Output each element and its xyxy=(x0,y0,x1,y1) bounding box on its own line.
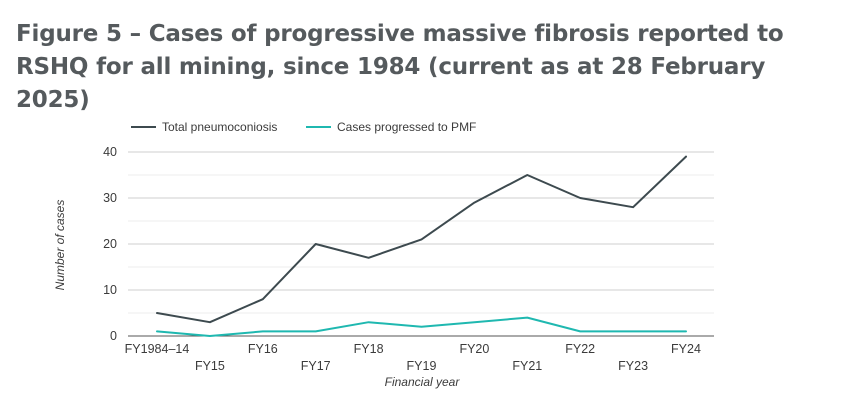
series-lines xyxy=(156,155,687,337)
y-tick-label: 10 xyxy=(103,283,117,297)
y-tick-label: 40 xyxy=(103,145,117,159)
x-tick-label: FY20 xyxy=(459,342,489,356)
series-line-total-pneumoconiosis xyxy=(156,155,687,324)
y-tick-label: 30 xyxy=(103,191,117,205)
x-axis-ticks: FY1984–14 FY15 FY16 FY17 FY18 FY19 FY20 FY21 FY2… xyxy=(125,342,701,373)
legend-label: Total pneumoconiosis xyxy=(162,120,277,134)
x-tick-label: FY24 xyxy=(671,342,701,356)
y-tick-label: 20 xyxy=(103,237,117,251)
series-line-pmf xyxy=(156,316,687,337)
x-tick-label: FY15 xyxy=(195,359,225,373)
x-tick-label: FY19 xyxy=(407,359,437,373)
x-tick-label: FY22 xyxy=(565,342,595,356)
x-tick-label: FY21 xyxy=(512,359,542,373)
x-axis-title: Financial year xyxy=(385,375,461,389)
x-tick-label: FY17 xyxy=(301,359,331,373)
x-tick-label: FY18 xyxy=(354,342,384,356)
figure-title: Figure 5 – Cases of progressive massive … xyxy=(16,21,784,113)
gridlines xyxy=(128,151,714,337)
x-tick-label: FY23 xyxy=(618,359,648,373)
y-axis-ticks: 0 10 20 30 40 xyxy=(103,145,117,343)
chart-legend: Total pneumoconiosis Cases progressed to … xyxy=(131,120,476,134)
y-tick-label: 0 xyxy=(110,329,117,343)
legend-label: Cases progressed to PMF xyxy=(337,120,476,134)
y-axis-title: Number of cases xyxy=(53,200,67,291)
x-tick-label: FY1984–14 xyxy=(125,342,190,356)
x-tick-label: FY16 xyxy=(248,342,278,356)
